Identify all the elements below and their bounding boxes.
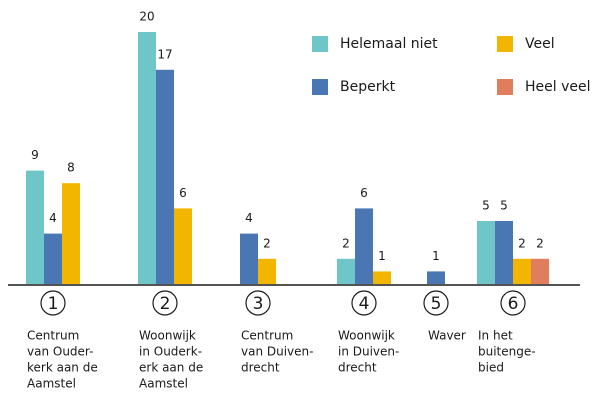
category-label: bied <box>478 361 504 375</box>
category-marker <box>152 290 178 316</box>
value-label: 2 <box>518 236 526 250</box>
legend-label: Helemaal niet <box>340 36 438 52</box>
bar <box>62 183 80 284</box>
bar <box>174 208 192 284</box>
category-marker <box>351 290 377 316</box>
category-label: van Ouder- <box>27 345 93 359</box>
legend-swatch <box>312 79 328 95</box>
category-label: van Duiven- <box>241 345 313 359</box>
category-number: 1 <box>48 294 59 314</box>
legend-label: Veel <box>525 36 555 52</box>
category-label: Woonwijk <box>139 329 196 343</box>
value-label: 5 <box>482 199 490 213</box>
category-label: buitenge- <box>478 345 536 359</box>
bar <box>427 271 445 284</box>
category-label: drecht <box>338 361 377 375</box>
legend-swatch <box>497 79 513 95</box>
bar <box>337 258 355 284</box>
bar <box>531 258 549 284</box>
category-number: 5 <box>431 294 442 314</box>
value-label: 6 <box>179 186 187 200</box>
category-label: Centrum <box>241 329 293 343</box>
category-label: Aamstel <box>27 377 76 391</box>
category-label: Centrum <box>27 329 79 343</box>
category-label: Waver <box>428 329 466 343</box>
value-label: 5 <box>500 199 508 213</box>
value-label: 4 <box>245 211 253 225</box>
legend-label: Heel veel <box>525 79 591 95</box>
bar <box>495 221 513 284</box>
category-label: In het <box>478 329 513 343</box>
bar <box>138 32 156 284</box>
category-marker <box>245 290 271 316</box>
value-label: 17 <box>157 47 172 61</box>
category-marker <box>40 290 66 316</box>
category-marker <box>423 290 449 316</box>
category-label: in Duiven- <box>338 345 399 359</box>
value-label: 9 <box>31 148 39 162</box>
category-number: 4 <box>359 294 370 314</box>
bar <box>373 271 391 284</box>
category-label: in Ouderk- <box>139 345 202 359</box>
legend-swatch <box>312 36 328 52</box>
category-label: Woonwijk <box>338 329 395 343</box>
bar <box>355 208 373 284</box>
bar <box>477 221 495 284</box>
value-label: 1 <box>432 249 440 263</box>
value-label: 2 <box>342 236 350 250</box>
legend-swatch <box>497 36 513 52</box>
bar <box>240 233 258 284</box>
category-marker <box>500 290 526 316</box>
bar <box>26 170 44 284</box>
value-label: 8 <box>67 161 75 175</box>
category-label: kerk aan de <box>27 361 98 375</box>
value-label: 2 <box>536 236 544 250</box>
value-label: 20 <box>139 10 154 24</box>
bar <box>44 233 62 284</box>
legend-label: Beperkt <box>340 79 396 95</box>
bar <box>513 258 531 284</box>
category-label: erk aan de <box>139 361 203 375</box>
category-number: 2 <box>160 294 171 314</box>
category-number: 6 <box>508 294 519 314</box>
bar <box>156 69 174 284</box>
value-label: 2 <box>263 236 271 250</box>
value-label: 6 <box>360 186 368 200</box>
bar <box>258 258 276 284</box>
value-label: 1 <box>378 249 386 263</box>
category-label: Aamstel <box>139 377 188 391</box>
value-label: 4 <box>49 211 57 225</box>
category-label: drecht <box>241 361 280 375</box>
category-number: 3 <box>253 294 264 314</box>
